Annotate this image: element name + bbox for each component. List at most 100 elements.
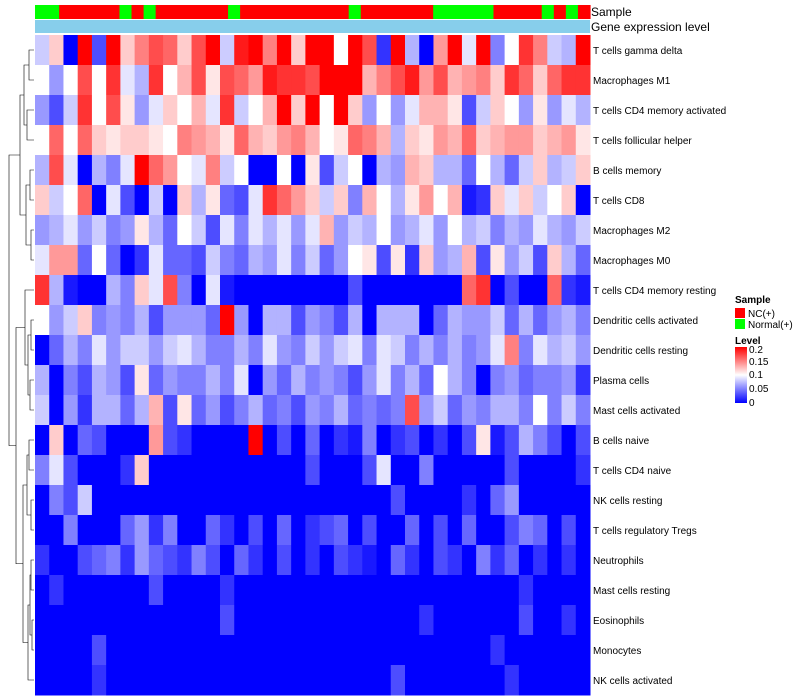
sample-annotation-cell (457, 5, 470, 19)
heatmap-cell (120, 125, 136, 156)
heatmap-cell (376, 545, 392, 576)
heatmap-cell (234, 35, 249, 66)
heatmap-cell (348, 425, 363, 456)
heatmap-cell (390, 185, 406, 216)
heatmap-cell (348, 635, 363, 666)
expression-annotation-bar (35, 20, 590, 33)
heatmap-cell (333, 515, 349, 546)
heatmap-cell (319, 635, 335, 666)
heatmap-cell (533, 155, 548, 186)
heatmap-cell (35, 305, 50, 336)
sample-annotation-cell (276, 5, 289, 19)
heatmap-cell (561, 605, 577, 636)
heatmap-cell (533, 275, 548, 306)
heatmap-cell (248, 65, 264, 96)
heatmap-cell (106, 575, 121, 606)
heatmap-cell (447, 665, 463, 696)
heatmap-cell (461, 185, 477, 216)
heatmap-cell (405, 635, 420, 666)
heatmap-cell (234, 245, 249, 276)
heatmap-cell (262, 545, 278, 576)
heatmap-cell (447, 185, 463, 216)
heatmap-cell (134, 485, 150, 516)
row-label: T cells follicular helper (593, 136, 692, 147)
sample-annotation-cell (264, 5, 277, 19)
heatmap-cell (575, 605, 591, 636)
heatmap-cell (262, 275, 278, 306)
heatmap-cell (561, 35, 577, 66)
heatmap-cell (35, 485, 50, 516)
heatmap-cell (561, 335, 577, 366)
heatmap-cell (49, 155, 64, 186)
sample-legend-label: NC(+) (748, 309, 775, 320)
heatmap-cell (234, 215, 249, 246)
heatmap-cell (248, 425, 264, 456)
heatmap-cell (547, 365, 563, 396)
sample-annotation-cell (409, 5, 422, 19)
heatmap-cell (91, 65, 107, 96)
heatmap-cell (205, 185, 221, 216)
row-label: T cells gamma delta (593, 46, 683, 57)
sample-annotation-cell (433, 5, 446, 19)
heatmap-cell (77, 485, 93, 516)
sample-annotation-cell (95, 5, 108, 19)
heatmap-cell (376, 245, 392, 276)
heatmap-cell (405, 425, 420, 456)
heatmap-cell (405, 185, 420, 216)
heatmap-cell (106, 35, 121, 66)
heatmap-cell (319, 185, 335, 216)
heatmap-cell (163, 425, 178, 456)
heatmap-cell (63, 335, 79, 366)
heatmap-cell (561, 185, 577, 216)
heatmap-cell (35, 365, 50, 396)
heatmap-cell (490, 395, 506, 426)
sample-annotation-cell (47, 5, 60, 19)
heatmap-cell (405, 95, 420, 126)
heatmap-cell (63, 95, 79, 126)
row-label: T cells regulatory Tregs (593, 526, 697, 537)
heatmap-cell (148, 515, 164, 546)
heatmap-cell (291, 35, 306, 66)
heatmap-cell (134, 95, 150, 126)
heatmap-cell (390, 95, 406, 126)
heatmap-cell (234, 395, 249, 426)
heatmap-cell (106, 335, 121, 366)
heatmap-cell (262, 335, 278, 366)
heatmap-cell (220, 215, 235, 246)
heatmap-cell (362, 65, 378, 96)
heatmap-cell (476, 65, 491, 96)
heatmap-cell (419, 185, 434, 216)
heatmap-cell (205, 65, 221, 96)
heatmap-cell (504, 65, 520, 96)
dendrogram-link (30, 319, 34, 351)
heatmap-cell (362, 665, 378, 696)
heatmap-cell (476, 35, 491, 66)
heatmap-cell (35, 155, 50, 186)
heatmap-cell (419, 575, 434, 606)
heatmap-cell (49, 665, 64, 696)
heatmap-cell (77, 185, 93, 216)
heatmap-cell (276, 455, 292, 486)
heatmap-cell (49, 65, 64, 96)
row-label: NK cells activated (593, 676, 672, 687)
heatmap-cell (362, 125, 378, 156)
heatmap-cell (177, 95, 193, 126)
sample-annotation-cell (167, 5, 181, 19)
heatmap-cell (333, 35, 349, 66)
heatmap-cell (106, 485, 121, 516)
heatmap-cell (405, 275, 420, 306)
heatmap-cell (35, 665, 50, 696)
heatmap-cell (376, 335, 392, 366)
heatmap-cell (518, 275, 534, 306)
heatmap-cell (291, 95, 306, 126)
heatmap-cell (348, 275, 363, 306)
heatmap-cell (561, 65, 577, 96)
heatmap-cell (333, 185, 349, 216)
heatmap-cell (248, 575, 264, 606)
heatmap-cell (35, 635, 50, 666)
heatmap-cell (533, 305, 548, 336)
heatmap-cell (91, 275, 107, 306)
heatmap-cell (234, 65, 249, 96)
heatmap-cell (163, 245, 178, 276)
heatmap-cell (419, 515, 434, 546)
